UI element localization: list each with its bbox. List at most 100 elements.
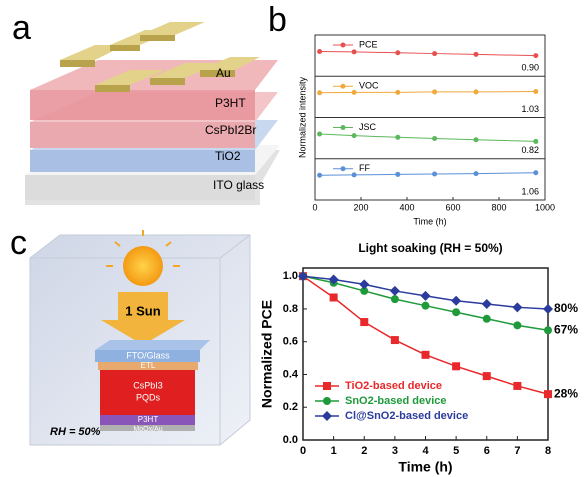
- marker: [317, 131, 323, 137]
- line: [319, 133, 536, 142]
- marker: [513, 381, 522, 390]
- marker: [473, 89, 479, 95]
- value-label: 0.90: [521, 63, 539, 73]
- marker: [351, 133, 357, 139]
- layer-label: MoOx/Au: [133, 426, 162, 433]
- layer-label: P3HT: [138, 415, 159, 424]
- y-tick-label: 1.0: [283, 270, 298, 282]
- layer-label: PQDs: [136, 392, 161, 402]
- legend-label: PCE: [359, 39, 378, 49]
- legend-label: Cl@SnO2-based device: [345, 410, 468, 422]
- layer-label: TiO2: [215, 149, 241, 163]
- layer-label: ITO glass: [213, 178, 264, 192]
- marker: [420, 290, 431, 301]
- marker: [317, 49, 323, 54]
- marker: [395, 134, 401, 140]
- x-tick-label: 400: [399, 202, 414, 212]
- marker: [317, 172, 323, 178]
- marker: [544, 326, 552, 335]
- panel-label: a: [12, 9, 31, 47]
- x-tick-label: 2: [361, 445, 367, 457]
- marker: [298, 271, 308, 282]
- line: [319, 172, 536, 176]
- layer-label: CsPbI2Br: [205, 123, 256, 137]
- light-label: 1 Sun: [125, 303, 160, 318]
- marker: [329, 293, 338, 302]
- marker: [452, 308, 461, 317]
- y-tick-label: 0.2: [283, 401, 298, 413]
- value-label: 28%: [554, 386, 578, 400]
- y-tick-label: 0.6: [283, 336, 298, 348]
- marker: [395, 89, 401, 95]
- y-tick-label: 0.0: [283, 434, 298, 446]
- legend-label: FF: [359, 163, 370, 173]
- marker: [360, 318, 369, 327]
- marker: [473, 51, 479, 57]
- x-tick-label: 0: [300, 445, 306, 457]
- marker: [389, 285, 400, 296]
- y-tick-label: 0.8: [283, 303, 298, 315]
- marker: [513, 321, 522, 330]
- legend-marker: [340, 83, 346, 89]
- marker: [473, 137, 479, 143]
- x-axis-label: Time (h): [413, 216, 446, 226]
- x-axis-label: Time (h): [398, 459, 452, 475]
- y-axis-label: Normalized PCE: [259, 300, 275, 408]
- marker: [421, 301, 430, 310]
- marker: [390, 295, 399, 304]
- marker: [351, 172, 357, 178]
- marker: [395, 50, 401, 56]
- x-tick-label: 1: [331, 445, 337, 457]
- legend-label: SnO2-based device: [345, 395, 447, 407]
- layer-label: CsPbI3: [133, 380, 163, 390]
- marker: [533, 89, 539, 95]
- marker: [395, 171, 401, 177]
- marker: [473, 171, 479, 177]
- y-tick-label: 0.4: [283, 368, 299, 380]
- marker: [328, 274, 339, 285]
- y-axis-label: Normalized intensity: [297, 76, 307, 158]
- marker: [533, 170, 539, 176]
- marker: [482, 372, 491, 381]
- marker: [432, 51, 438, 57]
- line: [319, 51, 536, 57]
- legend-marker: [340, 125, 346, 130]
- layer-label: P3HT: [215, 96, 246, 110]
- x-tick-label: 800: [491, 202, 506, 212]
- value-label: 80%: [554, 301, 578, 315]
- marker: [317, 90, 323, 96]
- value-label: 0.82: [521, 145, 539, 155]
- x-tick-label: 8: [545, 445, 551, 457]
- marker: [432, 136, 438, 142]
- device-a: [25, 22, 280, 205]
- legend-marker: [340, 166, 346, 172]
- marker: [533, 53, 539, 59]
- marker: [432, 171, 438, 177]
- legend-marker: [322, 411, 332, 421]
- marker: [544, 390, 552, 399]
- marker: [351, 49, 357, 55]
- condition-label: RH = 50%: [50, 426, 101, 438]
- x-tick-label: 1000: [535, 202, 555, 212]
- panel-label: b: [268, 1, 287, 39]
- value-label: 1.03: [521, 104, 539, 114]
- marker: [533, 138, 539, 144]
- x-tick-label: 3: [392, 445, 398, 457]
- value-label: 67%: [554, 322, 578, 336]
- x-tick-label: 5: [453, 445, 459, 457]
- layer-label: ETL: [141, 361, 156, 370]
- x-tick-label: 4: [422, 445, 429, 457]
- marker: [451, 295, 462, 306]
- marker: [359, 279, 370, 290]
- x-tick-label: 600: [445, 202, 460, 212]
- marker: [543, 303, 553, 314]
- x-tick-label: 200: [353, 202, 368, 212]
- panel-label: c: [10, 224, 27, 262]
- marker: [482, 314, 491, 323]
- layer-label: FTO/Glass: [126, 350, 170, 360]
- legend-label: JSC: [359, 122, 377, 132]
- marker: [351, 89, 357, 95]
- legend-marker: [323, 397, 331, 405]
- x-tick-label: 7: [514, 445, 520, 457]
